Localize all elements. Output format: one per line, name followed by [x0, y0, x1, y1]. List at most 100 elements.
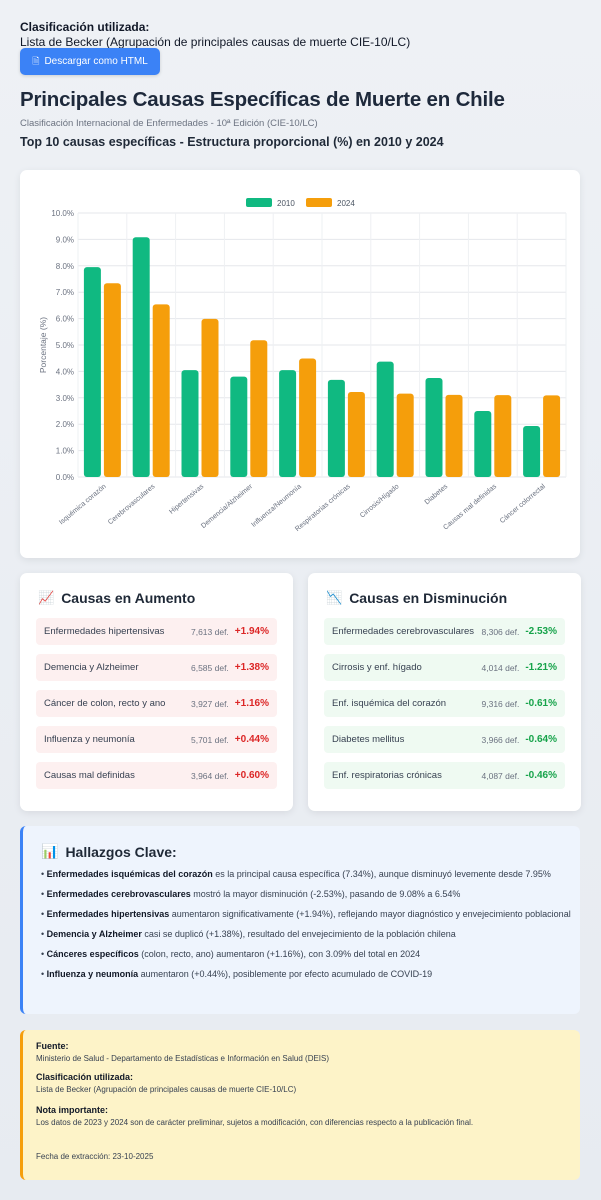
bar-2010-2 [181, 370, 199, 477]
bar-2010-0 [83, 267, 101, 477]
increase-card: 📈 Causas en Aumento Enfermedades hiperte… [20, 573, 293, 811]
decrease-title: 📉 Causas en Disminución [326, 590, 507, 606]
deaths-count: 3,927 def. [190, 698, 229, 709]
nota-value: Los datos de 2023 y 2024 son de carácter… [36, 1118, 474, 1127]
decrease-title-text: Causas en Disminución [349, 590, 508, 606]
y-tick-label: 5.0% [56, 341, 74, 350]
change-percent: +0.44% [234, 734, 269, 745]
finding-subject: Influenza y neumonía [46, 969, 139, 979]
x-tick-label: Respiratorias crónicas [294, 483, 352, 533]
change-percent: -0.64% [525, 734, 557, 745]
y-axis-label: Porcentaje (%) [38, 317, 48, 373]
x-tick-label: Cerebrovasculares [107, 483, 157, 526]
chart-increasing-icon: 📈 [38, 590, 55, 605]
list-item: Influenza y neumonía 5,701 def. +0.44% [36, 726, 277, 753]
nota-label: Nota importante: [36, 1105, 108, 1115]
deaths-count: 4,087 def. [481, 770, 520, 781]
x-tick-label: Isquémica corazón [58, 483, 108, 526]
bar-2024-4 [299, 358, 317, 477]
classification-header: Clasificación utilizada: Lista de Becker… [20, 20, 410, 50]
finding-text: (colon, recto, ano) aumentaron (+1.16%),… [138, 949, 421, 959]
finding-subject: Demencia y Alzheimer [46, 929, 142, 939]
change-percent: -0.46% [525, 770, 557, 781]
y-tick-label: 7.0% [56, 288, 74, 297]
change-percent: +1.38% [234, 662, 269, 673]
bar-2010-1 [132, 237, 150, 477]
y-tick-label: 8.0% [56, 262, 74, 271]
decrease-card: 📉 Causas en Disminución Enfermedades cer… [308, 573, 581, 811]
increase-title-text: Causas en Aumento [61, 590, 196, 606]
deaths-count: 8,306 def. [481, 626, 520, 637]
extraction-date: Fecha de extracción: 23-10-2025 [36, 1152, 154, 1161]
list-item: Demencia y Alzheimer 6,585 def. +1.38% [36, 654, 277, 681]
finding-item: Enfermedades isquémicas del corazón es l… [41, 868, 571, 881]
findings-card: 📊 Hallazgos Clave: Enfermedades isquémic… [20, 826, 580, 1014]
fuente-value: Ministerio de Salud - Departamento de Es… [36, 1054, 330, 1063]
bar-2024-5 [347, 391, 365, 477]
finding-text: mostró la mayor disminución (-2.53%), pa… [190, 889, 461, 899]
cause-name: Diabetes mellitus [332, 734, 405, 745]
bar-2024-9 [543, 395, 561, 477]
legend-swatch-2024 [306, 198, 332, 207]
x-tick-label: Demencia/Alzheimer [200, 483, 254, 530]
bar-2010-3 [230, 376, 248, 477]
y-tick-label: 2.0% [56, 420, 74, 429]
classification-value: Lista de Becker (Agrupación de principal… [20, 35, 411, 49]
x-tick-label: Cirrosis/Hígado [359, 483, 401, 519]
y-tick-label: 1.0% [56, 447, 74, 456]
deaths-count: 5,701 def. [190, 734, 229, 745]
page-subtitle: Clasificación Internacional de Enfermeda… [20, 118, 318, 129]
cause-name: Enf. respiratorias crónicas [332, 770, 442, 781]
change-percent: +0.60% [234, 770, 269, 781]
finding-item: Enfermedades hipertensivas aumentaron si… [41, 908, 571, 921]
x-tick-label: Causas mal definidas [442, 483, 498, 532]
classification-label: Clasificación utilizada: [20, 20, 150, 34]
findings-title: 📊 Hallazgos Clave: [41, 843, 177, 860]
cause-name: Causas mal definidas [44, 770, 135, 781]
finding-subject: Enfermedades isquémicas del corazón [46, 869, 213, 879]
finding-text: aumentaron significativamente (+1.94%), … [169, 909, 571, 919]
bar-2024-1 [152, 304, 170, 477]
deaths-count: 6,585 def. [190, 662, 229, 673]
legend-label: 2024 [337, 199, 355, 208]
cause-name: Enfermedades cerebrovasculares [332, 626, 475, 637]
download-label: Descargar como HTML [44, 56, 148, 67]
list-item: Cáncer de colon, recto y ano 3,927 def. +1… [36, 690, 277, 717]
finding-text: casi se duplicó (+1.38%), resultado del … [141, 929, 456, 939]
change-percent: -1.21% [525, 662, 557, 673]
x-tick-label: Influenza/Neumonía [250, 483, 303, 529]
chart-decreasing-icon: 📉 [326, 590, 343, 605]
source-clasificacion: Clasificación utilizada: Lista de Becker… [36, 1072, 296, 1094]
finding-item: Influenza y neumonía aumentaron (+0.44%)… [41, 968, 571, 981]
legend-label: 2010 [277, 199, 295, 208]
bar-2024-6 [396, 393, 414, 477]
chart-heading: Top 10 causas específicas - Estructura p… [20, 135, 444, 149]
y-tick-label: 0.0% [56, 473, 74, 482]
bar-chart-icon: 📊 [41, 843, 59, 859]
findings-list: Enfermedades isquémicas del corazón es l… [41, 868, 571, 988]
list-item: Enf. respiratorias crónicas 4,087 def. -0.… [324, 762, 565, 789]
bar-2010-8 [474, 411, 492, 477]
cause-name: Cirrosis y enf. hígado [332, 662, 422, 673]
bar-2024-7 [445, 394, 463, 477]
deaths-count: 3,966 def. [481, 734, 520, 745]
bar-chart: 0.0% 1.0% 2.0% 3.0% 4.0% 5.0% 6.0% 7.0% 8.0% 9.0%… [38, 198, 567, 533]
finding-subject: Enfermedades cerebrovasculares [46, 889, 191, 899]
list-item: Causas mal definidas 3,964 def. +0.60% [36, 762, 277, 789]
deaths-count: 7,613 def. [190, 626, 229, 637]
bar-2024-0 [103, 283, 121, 477]
change-percent: +1.16% [234, 698, 269, 709]
clasif-label: Clasificación utilizada: [36, 1072, 134, 1082]
x-tick-label: Diabetes [424, 483, 450, 506]
cause-name: Enfermedades hipertensivas [44, 626, 165, 637]
y-tick-label: 9.0% [56, 235, 74, 244]
download-html-button[interactable]: 🗎 Descargar como HTML [20, 48, 160, 75]
y-tick-label: 6.0% [56, 315, 74, 324]
cause-name: Demencia y Alzheimer [44, 662, 139, 673]
deaths-count: 3,964 def. [190, 770, 229, 781]
list-item: Diabetes mellitus 3,966 def. -0.64% [324, 726, 565, 753]
bar-2010-5 [327, 379, 345, 477]
finding-item: Demencia y Alzheimer casi se duplicó (+1… [41, 928, 571, 941]
cause-name: Influenza y neumonía [44, 734, 135, 745]
source-card: Fuente: Ministerio de Salud - Departamen… [20, 1030, 580, 1180]
